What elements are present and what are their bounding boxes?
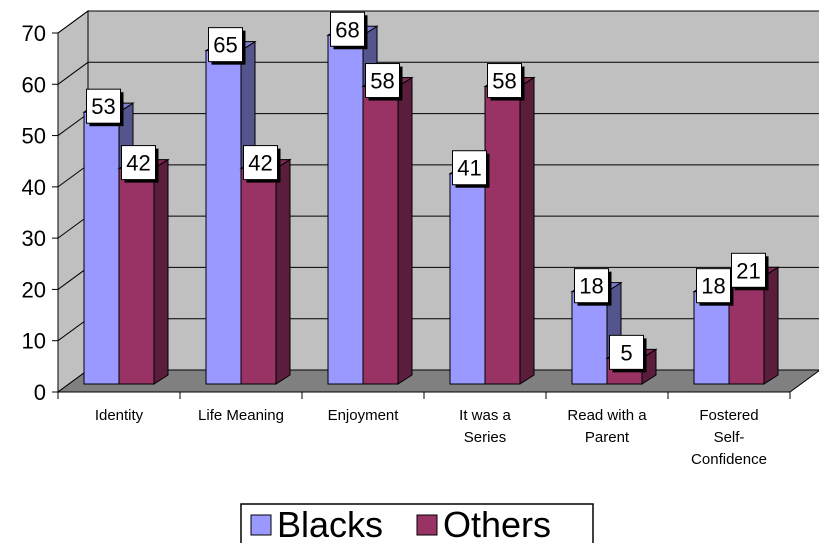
category-label-line: Identity (95, 407, 144, 424)
bar (449, 173, 486, 385)
y-tick-label: 70 (22, 21, 46, 46)
category-label-line: Self- (714, 429, 745, 446)
data-label: 68 (335, 17, 359, 42)
y-tick-label: 60 (22, 72, 46, 97)
data-label-box (86, 88, 121, 124)
gridline (57, 61, 819, 85)
legend-swatch (250, 514, 272, 536)
category-label: Read with a Parent (567, 407, 647, 446)
legend-label: Others (443, 504, 551, 543)
category-label-line: Series (464, 429, 507, 446)
category-label: Life Meaning (198, 407, 284, 424)
bar (728, 275, 765, 385)
bar (83, 111, 120, 385)
bar (484, 86, 521, 385)
data-label: 53 (91, 94, 115, 119)
y-tick-label: 0 (34, 380, 46, 405)
data-label: 41 (457, 156, 481, 181)
legend-label: Blacks (277, 504, 383, 543)
y-tick-label: 10 (22, 329, 46, 354)
data-label: 58 (492, 69, 516, 94)
category-label-line: Read with a (567, 407, 647, 424)
category-label-line: Life Meaning (198, 407, 284, 424)
data-label: 18 (579, 274, 603, 299)
legend-swatch (416, 514, 438, 536)
data-label-box (121, 145, 156, 181)
y-axis: 0 10 20 30 40 50 60 70 (22, 21, 791, 405)
data-label: 18 (701, 274, 725, 299)
data-label: 21 (736, 258, 760, 283)
legend: Blacks Others (240, 503, 594, 543)
bar (327, 34, 364, 385)
bar (362, 86, 399, 385)
y-tick-label: 40 (22, 175, 46, 200)
category-label-line: Parent (585, 429, 630, 446)
data-label-box (365, 63, 400, 99)
data-label-box (609, 334, 644, 370)
y-tick-label: 50 (22, 124, 46, 149)
category-label-line: It was a (459, 407, 511, 424)
data-label: 42 (248, 151, 272, 176)
category-labels: Identity Life Meaning Enjoyment It was a Ser… (95, 407, 767, 468)
data-label-box (487, 63, 522, 99)
data-label: 5 (620, 340, 632, 365)
bar (118, 168, 155, 385)
data-label-box (574, 268, 609, 304)
data-label: 65 (213, 33, 237, 58)
bar (205, 50, 242, 385)
y-tick-label: 20 (22, 277, 46, 302)
bar-side (153, 158, 169, 385)
category-label-line: Confidence (691, 451, 767, 468)
data-label-box (243, 145, 278, 181)
gridline (57, 10, 819, 34)
data-label: 58 (370, 69, 394, 94)
bar-side (275, 158, 291, 385)
data-labels: 53 42 65 42 68 58 41 58 18 5 18 21 (86, 11, 769, 373)
data-label-box (731, 252, 766, 288)
category-label: It was a Series (459, 407, 511, 446)
data-label-box (452, 150, 487, 186)
y-tick-label: 30 (22, 226, 46, 251)
data-label-box (208, 27, 243, 63)
data-label-box (330, 11, 365, 47)
category-label-line: Enjoyment (328, 407, 400, 424)
data-label: 42 (126, 151, 150, 176)
category-label: Identity (95, 407, 144, 424)
data-label-box (696, 268, 731, 304)
category-label: Fostered Self- Confidence (691, 407, 767, 468)
bar-side (397, 76, 413, 385)
bar-side (519, 76, 535, 385)
category-label-line: Fostered (699, 407, 758, 424)
category-label: Enjoyment (328, 407, 400, 424)
bar (240, 168, 277, 385)
